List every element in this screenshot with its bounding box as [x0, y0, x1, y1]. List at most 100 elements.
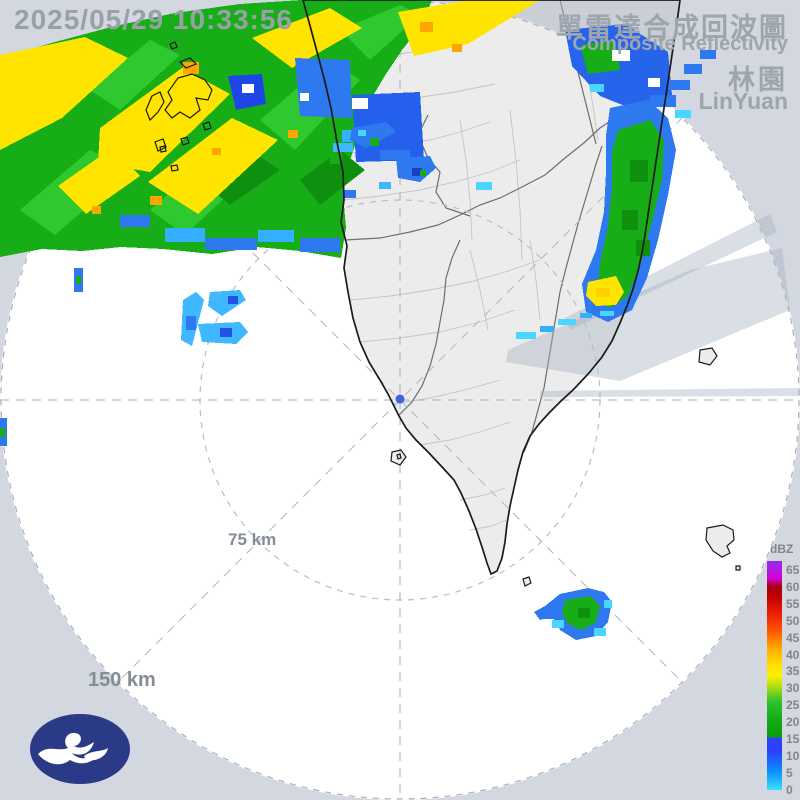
- echo-cell: [420, 22, 433, 32]
- echo-cell: [552, 620, 564, 628]
- echo-cell: [300, 150, 365, 205]
- islet-coastline: [164, 73, 213, 119]
- range-ring-75km: [199, 199, 601, 601]
- echo-cell: [242, 84, 254, 93]
- township-boundary: [392, 379, 501, 405]
- legend-tick-20: 20: [786, 715, 800, 730]
- echo-cell: [295, 58, 352, 118]
- echo-cell: [540, 326, 554, 332]
- beam-blockage-wedge: [540, 388, 800, 397]
- islet-land: [699, 348, 717, 365]
- page-title-zh: 單雷達合成回波圖: [556, 13, 788, 43]
- township-boundary: [459, 119, 473, 241]
- echo-cell: [650, 95, 676, 107]
- echo-cell: [476, 182, 492, 190]
- legend-unit-label: dBZ: [770, 542, 794, 556]
- islet-coastline: [522, 576, 532, 587]
- township-boundary: [509, 109, 523, 261]
- echo-cell: [379, 182, 391, 189]
- echo-cell: [120, 215, 150, 227]
- echo-cell: [540, 610, 556, 619]
- echo-cell: [258, 230, 294, 242]
- islet-coastline: [735, 565, 741, 571]
- echo-cell: [92, 206, 101, 214]
- islet-land: [736, 566, 740, 570]
- echo-cell: [0, 37, 128, 150]
- echo-cell: [604, 600, 612, 608]
- echo-cell: [398, 0, 540, 56]
- echo-cell: [558, 319, 576, 325]
- county-boundary: [523, 145, 603, 453]
- legend-tick-15: 15: [786, 732, 800, 746]
- islet-coastline: [698, 347, 718, 366]
- township-boundary: [359, 309, 516, 343]
- islet-coastline: [202, 121, 212, 131]
- islet-coastline: [705, 524, 735, 558]
- islet-coastline: [159, 145, 167, 153]
- echo-cell: [600, 311, 614, 316]
- page-title-en: Composite Reflectivity: [572, 33, 788, 55]
- echo-cell: [340, 5, 420, 60]
- echo-cell: [594, 628, 606, 636]
- echo-cell: [90, 40, 180, 110]
- legend-tick-25: 25: [786, 698, 800, 713]
- taiwan-coastline: [302, 0, 681, 576]
- out-of-range-overlay: [0, 400, 400, 800]
- echo-cell: [580, 313, 592, 318]
- legend-tick-35: 35: [786, 664, 800, 679]
- echo-cell: [220, 328, 232, 337]
- echo-cell: [150, 196, 162, 205]
- echo-cell: [252, 8, 362, 68]
- echo-cell: [228, 296, 238, 304]
- echo-cell: [300, 238, 340, 252]
- echo-cell: [700, 50, 716, 59]
- legend-tick-45: 45: [786, 630, 800, 645]
- echo-cell: [412, 168, 422, 176]
- echo-cell: [300, 93, 309, 101]
- echo-cell: [622, 210, 638, 230]
- echo-cell: [370, 138, 379, 146]
- islet-coastline: [396, 453, 402, 460]
- township-boundary: [419, 421, 511, 446]
- islet-coastline: [390, 449, 407, 466]
- county-boundary: [397, 239, 461, 417]
- station-name-en: LinYuan: [698, 88, 788, 114]
- township-boundary: [469, 519, 507, 531]
- legend-tick-0: 0: [786, 782, 793, 797]
- echo-cell: [596, 288, 610, 297]
- echo-cell: [350, 122, 396, 148]
- dbz-color-legend: dBZ 65 60 55 50 45 40 35 30 25 20 15 10 5 0: [764, 542, 800, 800]
- township-boundary: [459, 487, 506, 501]
- legend-tick-40: 40: [786, 647, 800, 662]
- echo-cell: [342, 190, 356, 198]
- islet-coastline: [154, 138, 167, 152]
- legend-tick-5: 5: [786, 765, 793, 780]
- islet-land: [706, 525, 734, 557]
- beam-blockage-wedge: [506, 248, 790, 381]
- legend-tick-10: 10: [786, 748, 800, 763]
- echo-cell: [288, 130, 298, 138]
- echo-cell: [205, 238, 257, 250]
- echo-cell: [358, 130, 366, 136]
- echo-cell: [380, 150, 410, 160]
- echo-cell: [212, 148, 221, 155]
- islet-coastline: [180, 136, 190, 146]
- cwb-logo-wave2-icon: [84, 748, 108, 761]
- echo-cell: [148, 118, 278, 214]
- township-boundary: [469, 249, 489, 331]
- echo-cell: [58, 148, 140, 214]
- cwb-logo: [30, 714, 130, 784]
- range-ring-label-75km: 75 km: [228, 530, 277, 549]
- echo-cell: [420, 170, 426, 176]
- out-of-range-overlay: [400, 0, 800, 400]
- echo-cell: [186, 316, 196, 330]
- echo-cell: [516, 332, 536, 339]
- echo-cell: [675, 110, 691, 118]
- echo-cell: [590, 84, 604, 92]
- township-boundary: [349, 259, 541, 301]
- echo-cell: [0, 428, 5, 437]
- out-of-range-overlay: [400, 400, 800, 800]
- islet-coastline: [170, 164, 179, 172]
